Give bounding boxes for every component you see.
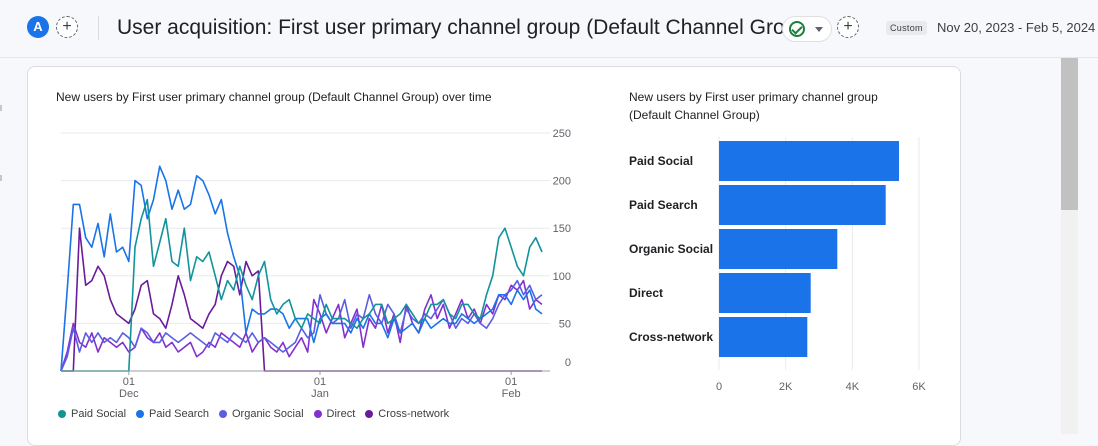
date-preset-badge: Custom [886, 21, 927, 35]
bar-category-label: Direct [629, 286, 664, 300]
bar-chart-title-line1: New users by First user primary channel … [629, 90, 878, 104]
add-filter-button[interactable]: + [837, 16, 859, 38]
legend-label: Paid Social [71, 408, 127, 420]
bar-chart[interactable]: 0 2K 4K 6K [0, 0, 1098, 434]
x-tick-label: 01 [314, 376, 326, 388]
legend-label: Paid Search [149, 408, 209, 420]
chart-legend: Paid Social Paid Search Organic Social D… [58, 408, 449, 420]
series-line-paid-social [61, 198, 543, 372]
bar-category-label: Paid Search [629, 198, 698, 212]
legend-label: Organic Social [231, 408, 304, 420]
line-chart-title: New users by First user primary channel … [56, 90, 492, 104]
y-tick-label: 200 [553, 176, 571, 188]
x-tick-label: 01 [123, 376, 135, 388]
edge-mark [0, 175, 2, 181]
x-tick-label: Dec [119, 388, 139, 400]
legend-dot-icon [58, 410, 66, 418]
y-tick-label: 0 [565, 357, 571, 369]
legend-dot-icon [365, 410, 374, 418]
legend-item-cross-network[interactable]: Cross-network [365, 408, 449, 420]
bar-category-label: Paid Social [629, 154, 694, 168]
bar-chart-title: New users by First user primary channel … [629, 88, 878, 124]
bar [719, 185, 886, 225]
series-line-paid-search [60, 165, 543, 372]
bar [719, 317, 808, 357]
x-tick-label: 4K [846, 381, 860, 393]
chevron-down-icon [815, 27, 823, 32]
bar-chart-title-line2: (Default Channel Group) [629, 108, 760, 122]
legend-dot-icon [313, 410, 322, 418]
date-range-picker[interactable]: Nov 20, 2023 - Feb 5, 2024 [937, 20, 1096, 35]
legend-label: Cross-network [378, 408, 450, 420]
comparison-avatar[interactable]: A [27, 16, 49, 38]
x-tick-label: Feb [502, 388, 521, 400]
legend-label: Direct [326, 408, 356, 420]
scrollbar-thumb[interactable] [1061, 58, 1078, 210]
x-tick-label: 01 [505, 376, 517, 388]
y-tick-label: 150 [553, 223, 571, 235]
y-tick-label: 250 [553, 128, 571, 140]
report-header: A + User acquisition: First user primary… [0, 0, 1098, 58]
x-tick-label: Jan [311, 388, 329, 400]
legend-item-paid-search[interactable]: Paid Search [136, 408, 209, 420]
x-tick-label: 0 [716, 381, 722, 393]
legend-dot-icon [218, 410, 227, 418]
add-comparison-button[interactable]: + [56, 16, 78, 38]
legend-dot-icon [136, 410, 145, 418]
x-tick-label: 6K [912, 381, 926, 393]
x-tick-label: 2K [779, 381, 793, 393]
legend-item-paid-social[interactable]: Paid Social [58, 408, 126, 420]
y-tick-label: 50 [559, 318, 571, 330]
page-title: User acquisition: First user primary cha… [117, 16, 815, 39]
report-status-dropdown[interactable] [782, 16, 832, 42]
bar [719, 141, 899, 181]
y-tick-label: 100 [553, 271, 571, 283]
legend-item-organic-social[interactable]: Organic Social [218, 408, 304, 420]
bar [719, 229, 838, 269]
check-circle-icon [789, 21, 805, 37]
header-divider [98, 16, 99, 40]
bar-category-label: Organic Social [629, 242, 714, 256]
edge-mark [0, 105, 2, 111]
bar-category-label: Cross-network [629, 330, 714, 344]
legend-item-direct[interactable]: Direct [313, 408, 356, 420]
bar [719, 273, 811, 313]
